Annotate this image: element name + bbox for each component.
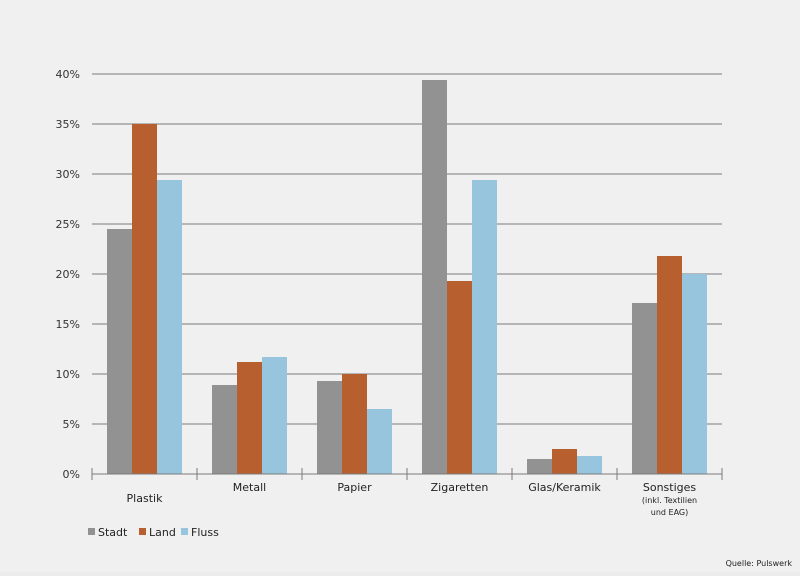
legend-swatch-fluss [181,528,188,535]
legend-swatch-land [139,528,146,535]
legend-swatch-stadt [88,528,95,535]
bar-stadt-papier [317,381,342,474]
bar-stadt-sonstiges [632,303,657,474]
x-category-label: Metall [233,481,266,494]
y-tick-label: 40% [56,68,80,81]
bar-stadt-metall [212,385,237,474]
category-note: und EAG) [651,508,688,517]
bar-fluss-glaskeramik [577,456,602,474]
bar-stadt-plastik [107,229,132,474]
legend-label: Land [149,526,176,539]
bar-fluss-metall [262,357,287,474]
x-category-label: Zigaretten [431,481,489,494]
category-note: (inkl. Textilien [642,496,697,505]
bar-land-plastik [132,124,157,474]
bar-fluss-papier [367,409,392,474]
y-tick-label: 35% [56,118,80,131]
y-tick-label: 10% [56,368,80,381]
source-note: Quelle: Pulswerk [726,559,793,568]
bar-fluss-sonstiges [682,274,707,474]
bar-land-zigaretten [447,281,472,474]
bar-stadt-glaskeramik [527,459,552,474]
bar-stadt-zigaretten [422,80,447,474]
bar-land-papier [342,374,367,474]
bar-fluss-plastik [157,180,182,474]
bar-fluss-zigaretten [472,180,497,474]
bar-land-sonstiges [657,256,682,474]
y-tick-label: 20% [56,268,80,281]
y-tick-label: 0% [63,468,80,481]
bar-land-glaskeramik [552,449,577,474]
y-tick-label: 30% [56,168,80,181]
y-tick-label: 25% [56,218,80,231]
y-tick-label: 15% [56,318,80,331]
x-category-label: Glas/Keramik [528,481,601,494]
bar-land-metall [237,362,262,474]
x-category-label: Sonstiges [643,481,697,494]
legend-label: Fluss [191,526,219,539]
x-category-label: Plastik [127,492,164,505]
x-category-label: Papier [337,481,372,494]
y-tick-label: 5% [63,418,80,431]
bottom-strip [0,572,800,576]
legend-label: Stadt [98,526,128,539]
